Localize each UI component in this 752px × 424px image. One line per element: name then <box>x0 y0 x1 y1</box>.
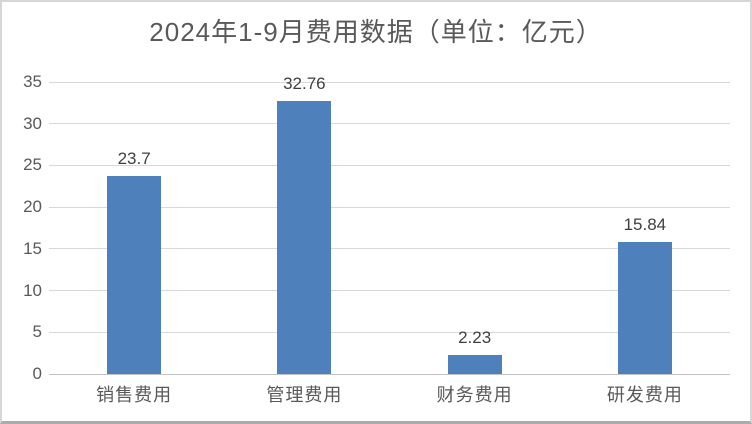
gridline <box>49 331 730 333</box>
gridline <box>49 248 730 250</box>
y-axis-tick-label: 20 <box>23 197 42 217</box>
gridline <box>49 206 730 208</box>
bar-管理费用 <box>277 100 332 374</box>
y-axis-tick-label: 5 <box>32 322 42 342</box>
chart-title: 2024年1-9月费用数据（单位：亿元） <box>149 17 603 47</box>
gridline <box>49 290 730 292</box>
gridline <box>49 164 730 166</box>
x-axis-category-label: 管理费用 <box>266 385 343 405</box>
x-axis-category-label: 销售费用 <box>96 385 173 405</box>
x-axis-category-label: 研发费用 <box>606 385 683 405</box>
x-axis-line <box>49 373 730 375</box>
y-axis-tick-label: 10 <box>23 280 42 300</box>
y-axis-tick-label: 30 <box>23 113 42 133</box>
gridline <box>49 123 730 125</box>
data-label: 2.23 <box>458 328 492 348</box>
gridline <box>49 81 730 83</box>
bar-财务费用 <box>447 355 502 374</box>
x-axis-category-label: 财务费用 <box>436 385 513 405</box>
y-axis-tick-label: 25 <box>23 155 42 175</box>
data-label: 23.7 <box>117 149 151 169</box>
y-axis-tick-label: 0 <box>32 364 42 383</box>
y-axis-tick-label: 15 <box>23 238 42 258</box>
bar-销售费用 <box>107 176 162 374</box>
data-label: 15.84 <box>623 214 667 234</box>
y-axis-tick-label: 35 <box>23 72 42 91</box>
data-label: 32.76 <box>283 73 326 93</box>
bar-研发费用 <box>617 241 672 374</box>
